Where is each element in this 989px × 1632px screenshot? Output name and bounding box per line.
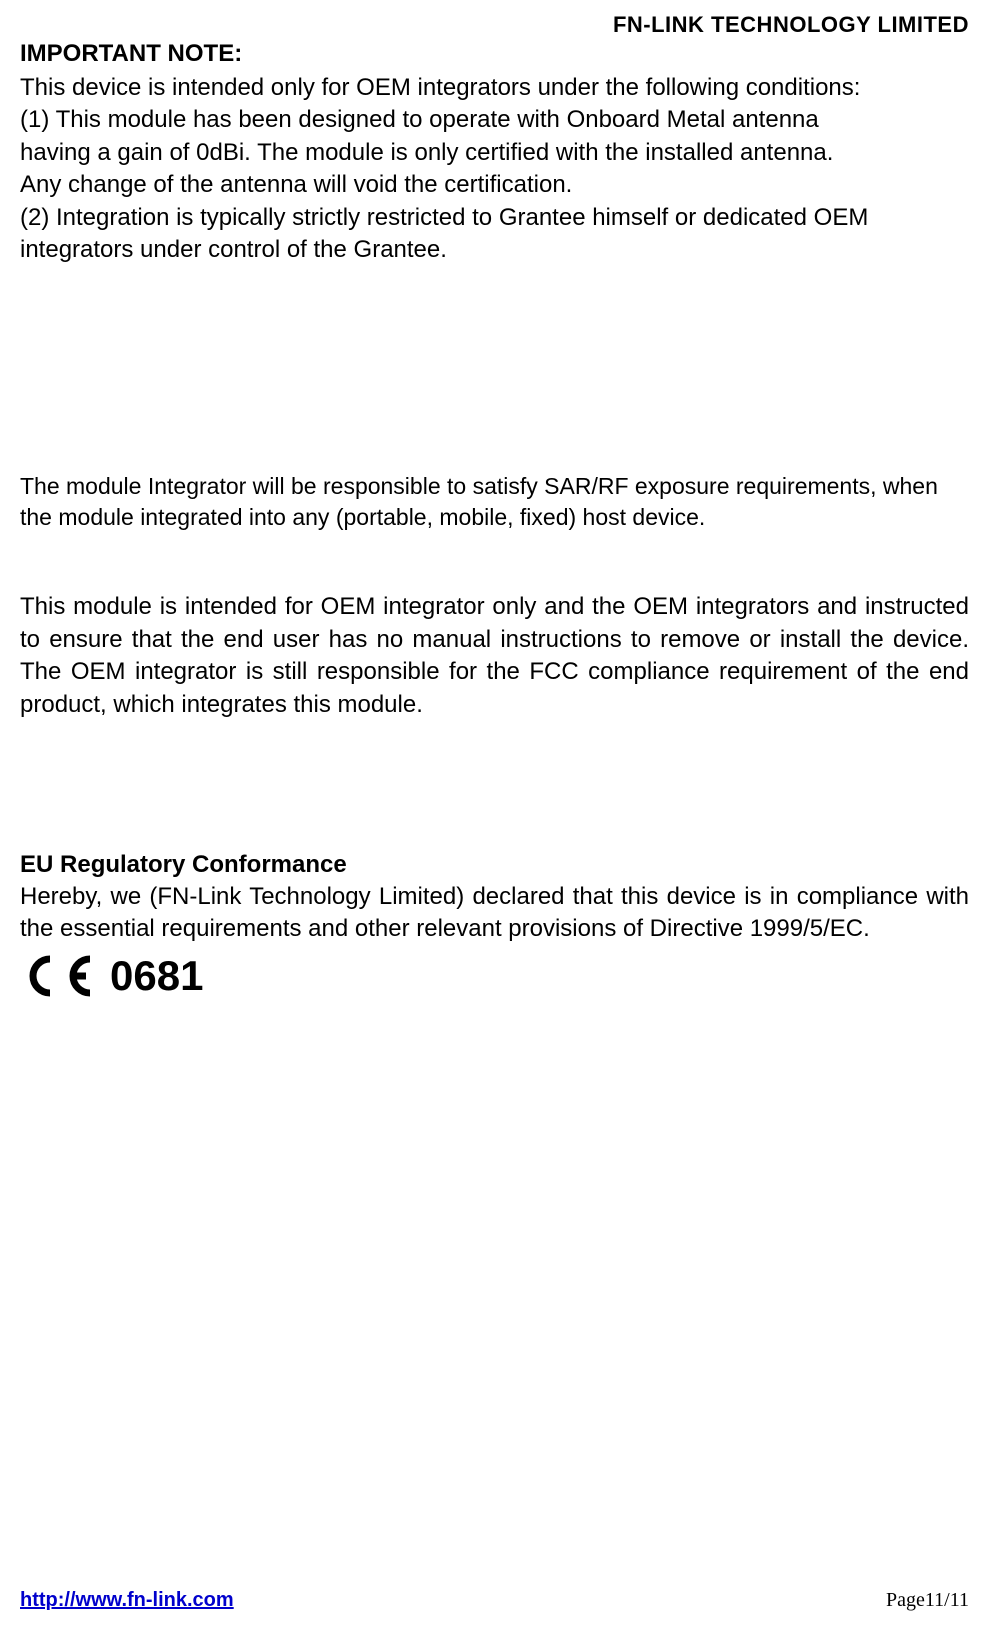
item1-line1: (1) This module has been designed to ope… [20, 104, 969, 136]
item2-line1: (2) Integration is typically strictly re… [20, 202, 969, 234]
important-note-heading: IMPORTANT NOTE: [20, 40, 969, 68]
eu-heading: EU Regulatory Conformance [20, 851, 969, 879]
item1-line2: having a gain of 0dBi. The module is onl… [20, 137, 969, 169]
intro-text: This device is intended only for OEM int… [20, 72, 969, 104]
spacer [20, 721, 969, 851]
eu-paragraph: Hereby, we (FN-Link Technology Limited) … [20, 881, 969, 946]
oem-paragraph: This module is intended for OEM integrat… [20, 591, 969, 721]
item2-line2: integrators under control of the Grantee… [20, 234, 969, 266]
item1-line3: Any change of the antenna will void the … [20, 169, 969, 201]
company-header: FN-LINK TECHNOLOGY LIMITED [20, 12, 969, 38]
ce-icon [20, 955, 100, 997]
spacer [20, 533, 969, 591]
page-footer: http://www.fn-link.com Page11/11 [20, 1589, 969, 1612]
footer-url-link[interactable]: http://www.fn-link.com [20, 1589, 234, 1612]
sar-paragraph: The module Integrator will be responsibl… [20, 471, 969, 533]
spacer [20, 266, 969, 471]
document-page: FN-LINK TECHNOLOGY LIMITED IMPORTANT NOT… [0, 0, 989, 1632]
ce-number: 0681 [110, 952, 203, 1000]
page-number: Page11/11 [886, 1589, 969, 1612]
ce-mark: 0681 [20, 952, 969, 1000]
